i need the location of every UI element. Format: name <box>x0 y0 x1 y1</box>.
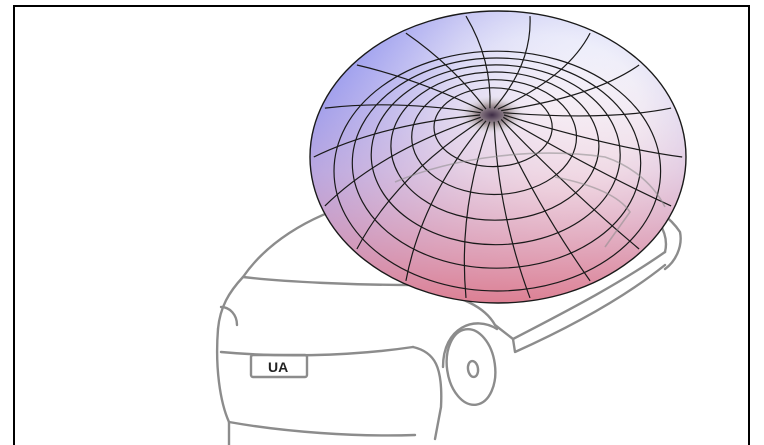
pattern-meridian-line <box>356 64 484 112</box>
car-bumper-line <box>219 345 415 357</box>
pattern-latitude-ring <box>411 79 578 196</box>
car-headlight-left <box>219 305 239 327</box>
pattern-meridian-line <box>324 116 481 207</box>
license-plate-text: UA <box>268 359 288 375</box>
figure-frame: UA <box>13 5 750 445</box>
pattern-meridian-line <box>493 16 531 109</box>
pattern-lower-shade <box>310 11 686 303</box>
pattern-meridian-line <box>502 116 672 207</box>
pattern-meridian-line <box>500 118 640 250</box>
pattern-outline <box>309 10 687 304</box>
pattern-meridian-line <box>313 114 481 158</box>
car-hood <box>216 275 245 331</box>
car-door-line <box>511 263 667 354</box>
license-plate <box>249 353 309 379</box>
pattern-latitude-ring <box>390 71 600 221</box>
car-ghost-lines <box>394 152 666 248</box>
radiation-pattern <box>309 10 687 304</box>
pattern-meridian-line <box>405 32 487 110</box>
car-side-lower <box>411 345 443 441</box>
car-wheel-inner <box>466 359 480 379</box>
car-antenna-diagram: UA <box>215 10 687 445</box>
pattern-meridian-line <box>503 107 672 117</box>
pattern-meridian-line <box>497 32 591 110</box>
pattern-meridian-line <box>356 118 484 250</box>
car-ghost-window <box>554 176 631 248</box>
pattern-latitude-ring <box>351 57 642 269</box>
pattern-meridian-line <box>463 121 491 298</box>
pattern-meridian-line <box>324 104 481 114</box>
pattern-meridian-line <box>501 64 640 112</box>
car-front <box>215 327 417 437</box>
car-ghost-roof <box>394 152 666 208</box>
pattern-latitude-ring <box>370 64 621 246</box>
car-wheel-outer <box>445 328 497 406</box>
pattern-meridian-line <box>497 120 591 282</box>
pattern-meridian-line <box>493 121 531 299</box>
pattern-meridian-line <box>503 114 683 158</box>
car-hood-crease <box>241 275 415 287</box>
pattern-latitude-ring <box>433 87 553 168</box>
pattern-latitude-ring <box>333 50 662 292</box>
pattern-meridian-line <box>405 120 487 282</box>
pattern-meridian-line <box>465 15 491 109</box>
car-wheel-arch <box>441 322 499 369</box>
pattern-mesh <box>313 15 683 299</box>
